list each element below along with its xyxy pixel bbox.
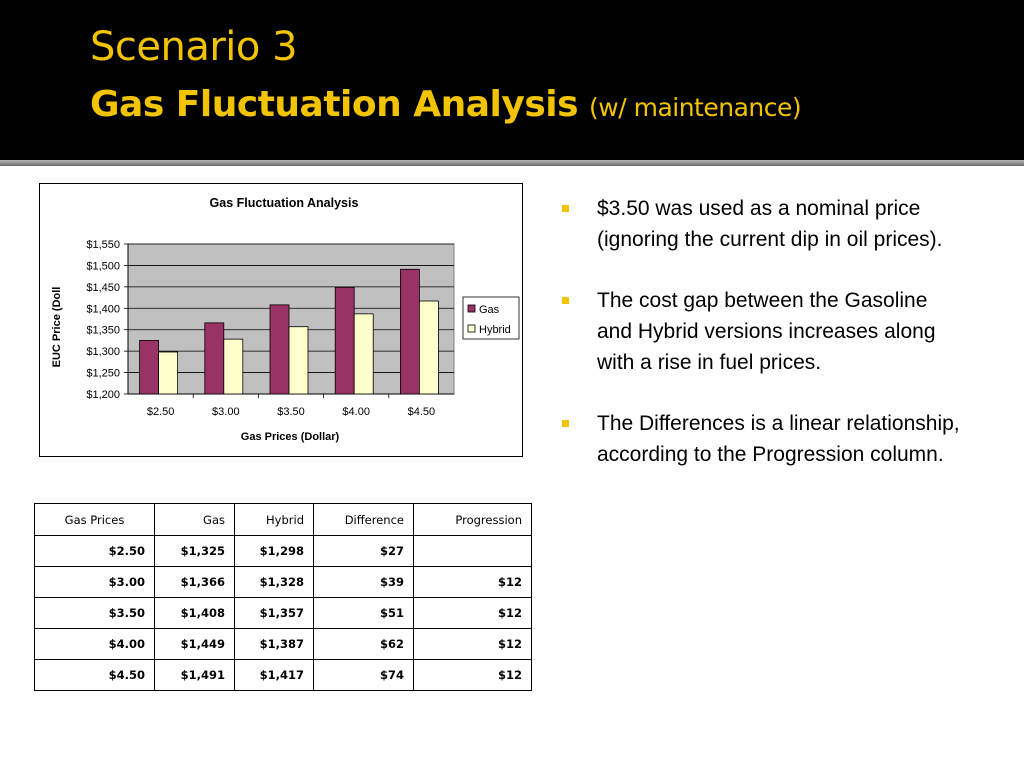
slide-title: Scenario 3 bbox=[90, 24, 298, 70]
bullet-text: The cost gap between the Gasoline and Hy… bbox=[597, 289, 936, 374]
legend-label: Hybrid bbox=[479, 324, 511, 336]
chart-title: Gas Fluctuation Analysis bbox=[210, 196, 359, 210]
cell-progression: $12 bbox=[413, 659, 532, 691]
cell-gas-price: $4.00 bbox=[34, 628, 155, 660]
bullet-item: The Differences is a linear relationship… bbox=[562, 408, 962, 470]
cell-progression: $12 bbox=[413, 566, 532, 598]
y-tick-label: $1,250 bbox=[86, 368, 120, 380]
bullet-text: $3.50 was used as a nominal price (ignor… bbox=[597, 197, 943, 251]
cell-difference: $51 bbox=[313, 597, 414, 629]
y-tick-label: $1,400 bbox=[86, 303, 120, 315]
bar-chart: Gas Fluctuation Analysis $1,200 $1,250 $1,… bbox=[51, 196, 520, 443]
x-tick-label: $4.00 bbox=[342, 406, 370, 418]
cell-gas: $1,449 bbox=[154, 628, 235, 660]
cell-progression: $12 bbox=[413, 597, 532, 629]
cell-difference: $74 bbox=[313, 659, 414, 691]
bullet-item: $3.50 was used as a nominal price (ignor… bbox=[562, 193, 962, 255]
y-axis-label: EUC Price (Doll bbox=[51, 287, 63, 368]
header-gas: Gas bbox=[154, 503, 235, 536]
slide-subtitle: Gas Fluctuation Analysis (w/ maintenance… bbox=[90, 84, 802, 125]
bullet-text: The Differences is a linear relationship… bbox=[597, 412, 960, 466]
cell-difference: $39 bbox=[313, 566, 414, 598]
bar-hybrid bbox=[288, 326, 309, 395]
cell-gas: $1,491 bbox=[154, 659, 235, 691]
table-row: $3.00 $1,366 $1,328 $39 $12 bbox=[34, 566, 532, 598]
cell-gas: $1,408 bbox=[154, 597, 235, 629]
cell-hybrid: $1,357 bbox=[234, 597, 314, 629]
x-tick-label: $3.50 bbox=[277, 406, 305, 418]
cell-hybrid: $1,328 bbox=[234, 566, 314, 598]
legend-label: Gas bbox=[479, 304, 500, 316]
bullet-marker-icon bbox=[562, 205, 569, 212]
cell-difference: $62 bbox=[313, 628, 414, 660]
cell-progression bbox=[413, 535, 532, 567]
cell-gas-price: $3.00 bbox=[34, 566, 155, 598]
cell-hybrid: $1,417 bbox=[234, 659, 314, 691]
legend-swatch bbox=[467, 324, 476, 333]
x-tick-label: $3.00 bbox=[212, 406, 240, 418]
table-row: $2.50 $1,325 $1,298 $27 bbox=[34, 535, 532, 567]
cell-hybrid: $1,387 bbox=[234, 628, 314, 660]
cell-difference: $27 bbox=[313, 535, 414, 567]
bar-hybrid bbox=[418, 300, 439, 395]
bar-gas bbox=[139, 340, 159, 395]
table-row: $3.50 $1,408 $1,357 $51 $12 bbox=[34, 597, 532, 629]
y-tick-label: $1,550 bbox=[86, 239, 120, 251]
bullet-marker-icon bbox=[562, 297, 569, 304]
cell-gas: $1,325 bbox=[154, 535, 235, 567]
bar-gas bbox=[399, 268, 420, 395]
bar-gas bbox=[334, 286, 355, 395]
legend-swatch bbox=[467, 304, 476, 313]
x-tick-label: $2.50 bbox=[147, 406, 175, 418]
title-bar: Scenario 3 Gas Fluctuation Analysis (w/ … bbox=[0, 0, 1024, 160]
y-tick-label: $1,300 bbox=[86, 346, 120, 358]
cell-gas-price: $3.50 bbox=[34, 597, 155, 629]
cell-progression: $12 bbox=[413, 628, 532, 660]
cell-hybrid: $1,298 bbox=[234, 535, 314, 567]
subtitle-main: Gas Fluctuation Analysis bbox=[90, 84, 579, 125]
bar-hybrid bbox=[158, 351, 178, 395]
header-gas-prices: Gas Prices bbox=[34, 503, 155, 536]
header-divider bbox=[0, 160, 1024, 166]
table-row: $4.00 $1,449 $1,387 $62 $12 bbox=[34, 628, 532, 660]
header-difference: Difference bbox=[313, 503, 414, 536]
bar-hybrid bbox=[353, 313, 374, 395]
bullet-marker-icon bbox=[562, 420, 569, 427]
header-progression: Progression bbox=[413, 503, 532, 536]
cell-gas: $1,366 bbox=[154, 566, 235, 598]
table-header-row: Gas Prices Gas Hybrid Difference Progres… bbox=[34, 503, 532, 536]
bullet-list: $3.50 was used as a nominal price (ignor… bbox=[562, 193, 962, 500]
header-hybrid: Hybrid bbox=[234, 503, 314, 536]
bar-hybrid bbox=[223, 338, 244, 395]
y-tick-label: $1,200 bbox=[86, 389, 120, 401]
cell-gas-price: $2.50 bbox=[34, 535, 155, 567]
y-tick-label: $1,450 bbox=[86, 282, 120, 294]
data-table: Gas Prices Gas Hybrid Difference Progres… bbox=[34, 503, 532, 691]
subtitle-note: (w/ maintenance) bbox=[589, 93, 802, 122]
chart-frame: Gas Fluctuation Analysis $1,200 $1,250 $1,… bbox=[39, 183, 523, 457]
x-tick-label: $4.50 bbox=[408, 406, 436, 418]
y-tick-label: $1,350 bbox=[86, 325, 120, 337]
cell-gas-price: $4.50 bbox=[34, 659, 155, 691]
y-tick-label: $1,500 bbox=[86, 260, 120, 272]
bar-gas bbox=[204, 322, 225, 395]
x-axis-label: Gas Prices (Dollar) bbox=[241, 431, 340, 443]
bullet-item: The cost gap between the Gasoline and Hy… bbox=[562, 285, 962, 378]
table-row: $4.50 $1,491 $1,417 $74 $12 bbox=[34, 659, 532, 691]
bar-gas bbox=[269, 304, 290, 395]
